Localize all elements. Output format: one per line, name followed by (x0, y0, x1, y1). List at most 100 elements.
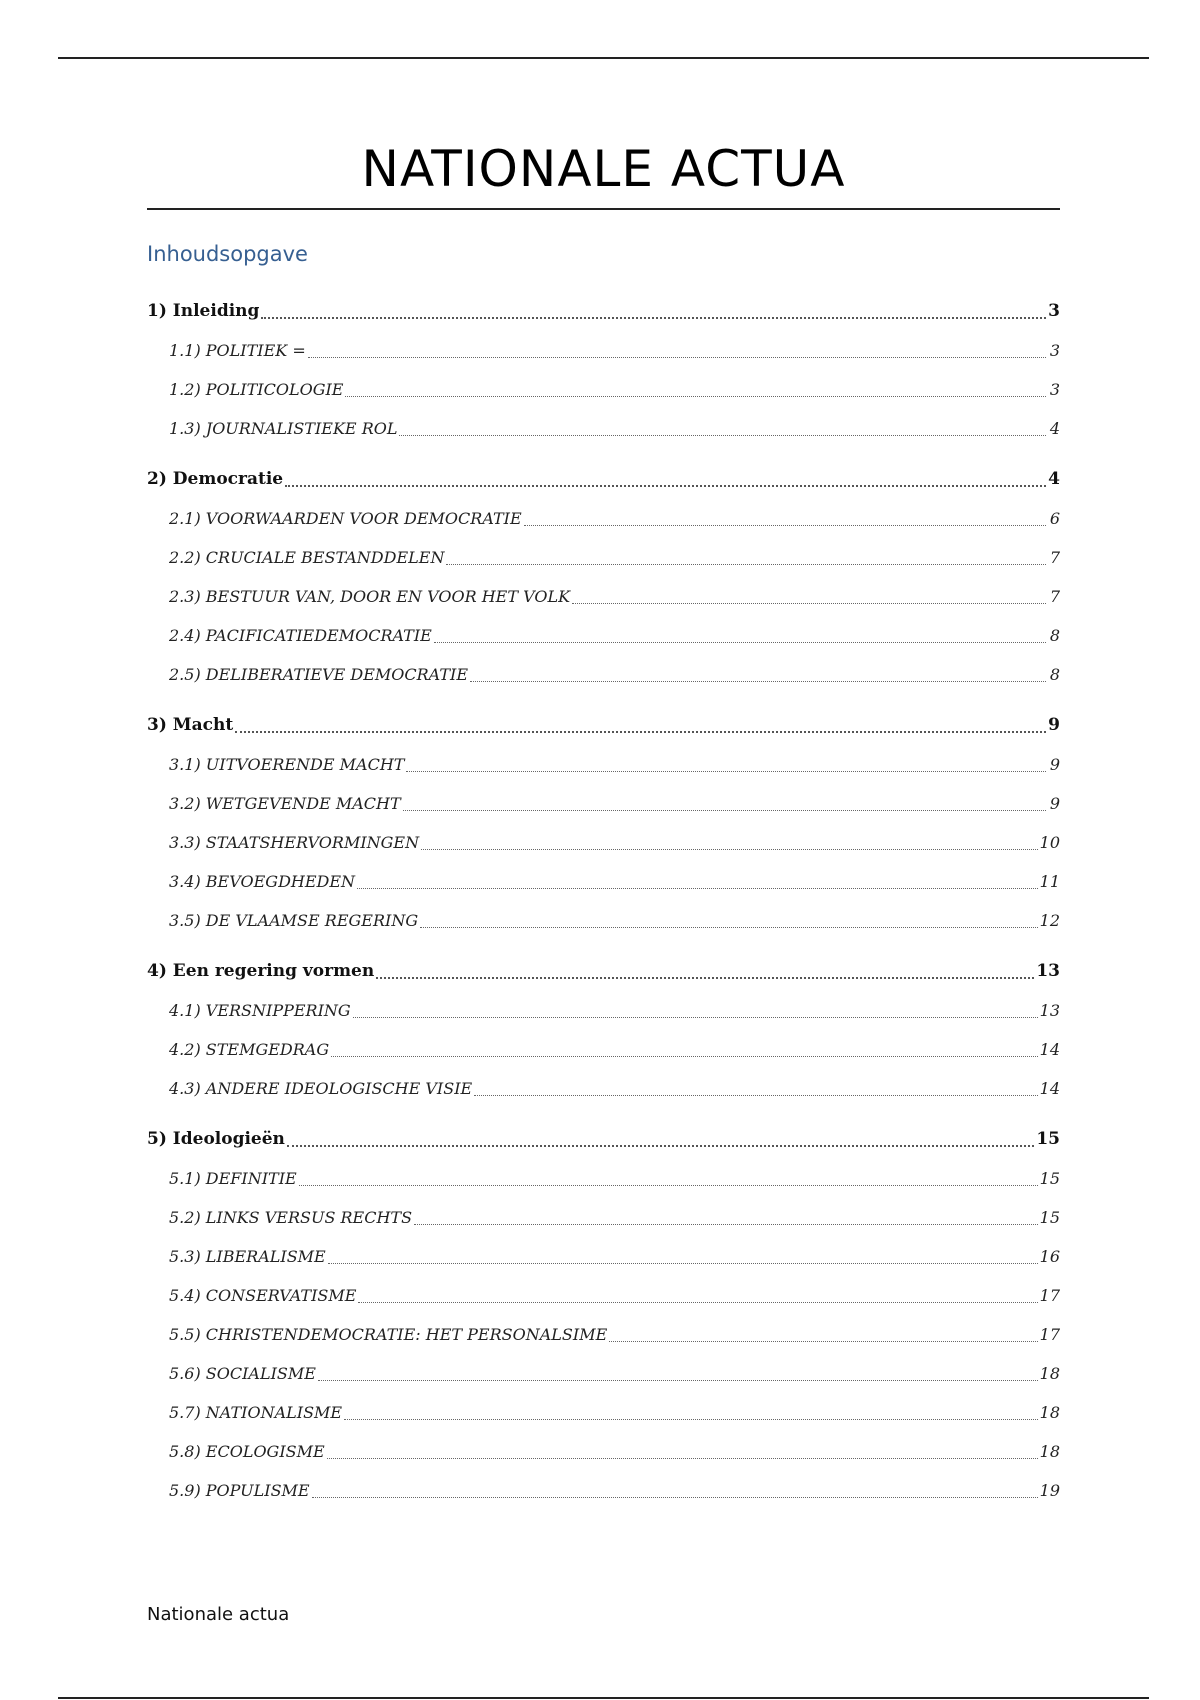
dot-leader (235, 731, 1046, 733)
toc-subsection-entry[interactable]: 2.1) VOORWAARDEN VOOR DEMOCRATIE 6 (147, 499, 1060, 538)
toc-subsection-entry[interactable]: 3.1) UITVOERENDE MACHT 9 (147, 745, 1060, 784)
page-footer: Nationale actua (147, 1604, 290, 1625)
toc-entry-label: 3.4) BEVOEGDHEDEN (169, 872, 356, 891)
dot-leader (298, 1185, 1038, 1186)
toc-page-number: 15 (1036, 1129, 1060, 1149)
title-underline (147, 208, 1060, 210)
dot-leader (609, 1341, 1038, 1342)
toc-section-entry[interactable]: 3) Macht 9 (147, 706, 1060, 745)
dot-leader (446, 564, 1046, 565)
dot-leader (399, 435, 1046, 436)
toc-page-number: 14 (1039, 1040, 1060, 1059)
toc-entry-label: 1.1) POLITIEK = (169, 341, 306, 360)
dot-leader (285, 485, 1046, 487)
toc-page-number: 4 (1048, 469, 1060, 489)
toc-entry-label: 5.1) DEFINITIE (169, 1169, 297, 1188)
toc-subsection-entry[interactable]: 5.3) LIBERALISME 16 (147, 1237, 1060, 1276)
toc-page-number: 16 (1039, 1247, 1060, 1266)
toc-page-number: 6 (1049, 509, 1060, 528)
toc-section-entry[interactable]: 5) Ideologieën 15 (147, 1120, 1060, 1159)
toc-entry-label: 2.1) VOORWAARDEN VOOR DEMOCRATIE (169, 509, 522, 528)
toc-subsection-entry[interactable]: 5.2) LINKS VERSUS RECHTS 15 (147, 1198, 1060, 1237)
toc-subsection-entry[interactable]: 4.2) STEMGEDRAG 14 (147, 1030, 1060, 1069)
dot-leader (420, 927, 1038, 928)
toc-subsection-entry[interactable]: 1.1) POLITIEK = 3 (147, 331, 1060, 370)
toc-subsection-entry[interactable]: 1.2) POLITICOLOGIE 3 (147, 370, 1060, 409)
toc-page-number: 8 (1049, 626, 1060, 645)
toc-subsection-entry[interactable]: 2.4) PACIFICATIEDEMOCRATIE 8 (147, 616, 1060, 655)
toc-entry-label: 1.3) JOURNALISTIEKE ROL (169, 419, 398, 438)
toc-subsection-entry[interactable]: 5.4) CONSERVATISME 17 (147, 1276, 1060, 1315)
toc-entry-label: 5.9) POPULISME (169, 1481, 310, 1500)
toc-entry-label: 5.6) SOCIALISME (169, 1364, 316, 1383)
toc-entry-label: 5.2) LINKS VERSUS RECHTS (169, 1208, 413, 1227)
toc-subsection-entry[interactable]: 5.7) NATIONALISME 18 (147, 1393, 1060, 1432)
toc-section-entry[interactable]: 1) Inleiding 3 (147, 292, 1060, 331)
dot-leader (358, 1302, 1038, 1303)
dot-leader (433, 642, 1046, 643)
toc-section-entry[interactable]: 2) Democratie 4 (147, 460, 1060, 499)
footer-rule (58, 1697, 1149, 1699)
toc-page-number: 18 (1039, 1403, 1060, 1422)
dot-leader (376, 977, 1035, 979)
toc-entry-label: 3.3) STAATSHERVORMINGEN (169, 833, 420, 852)
dot-leader (414, 1224, 1038, 1225)
toc-section: 1) Inleiding 3 1.1) POLITIEK = 3 1.2) POLITI… (147, 292, 1060, 448)
toc-subsection-entry[interactable]: 3.2) WETGEVENDE MACHT 9 (147, 784, 1060, 823)
toc-page-number: 8 (1049, 665, 1060, 684)
toc-subsection-entry[interactable]: 2.5) DELIBERATIEVE DEMOCRATIE 8 (147, 655, 1060, 694)
toc-entry-label: 2.4) PACIFICATIEDEMOCRATIE (169, 626, 432, 645)
toc-subsection-entry[interactable]: 4.1) VERSNIPPERING 13 (147, 991, 1060, 1030)
toc-page-number: 18 (1039, 1442, 1060, 1461)
toc-entry-label: 5.3) LIBERALISME (169, 1247, 326, 1266)
toc-entry-label: 2.3) BESTUUR VAN, DOOR EN VOOR HET VOLK (169, 587, 571, 606)
toc-entry-label: 5) Ideologieën (147, 1129, 285, 1149)
toc-page-number: 14 (1039, 1079, 1060, 1098)
toc-section: 4) Een regering vormen 13 4.1) VERSNIPPERI… (147, 952, 1060, 1108)
toc-subsection-entry[interactable]: 2.3) BESTUUR VAN, DOOR EN VOOR HET VOLK 7 (147, 577, 1060, 616)
toc-subsection-entry[interactable]: 5.9) POPULISME 19 (147, 1471, 1060, 1510)
dot-leader (286, 1145, 1035, 1147)
toc-subsection-entry[interactable]: 4.3) ANDERE IDEOLOGISCHE VISIE 14 (147, 1069, 1060, 1108)
dot-leader (345, 396, 1046, 397)
toc-page-number: 17 (1039, 1286, 1060, 1305)
toc-entry-label: 4.3) ANDERE IDEOLOGISCHE VISIE (169, 1079, 473, 1098)
toc-subsection-entry[interactable]: 2.2) CRUCIALE BESTANDDELEN 7 (147, 538, 1060, 577)
toc-entry-label: 4.1) VERSNIPPERING (169, 1001, 351, 1020)
toc-entry-label: 2.5) DELIBERATIEVE DEMOCRATIE (169, 665, 469, 684)
toc-entry-label: 3) Macht (147, 715, 234, 735)
toc-subsection-entry[interactable]: 3.3) STAATSHERVORMINGEN 10 (147, 823, 1060, 862)
toc-subsection-entry[interactable]: 1.3) JOURNALISTIEKE ROL 4 (147, 409, 1060, 448)
header-rule (58, 57, 1149, 59)
toc-page-number: 9 (1049, 755, 1060, 774)
toc-entry-label: 5.5) CHRISTENDEMOCRATIE: HET PERSONALSIM… (169, 1325, 608, 1344)
dot-leader (261, 317, 1046, 319)
toc-page-number: 10 (1039, 833, 1060, 852)
toc-page-number: 11 (1039, 872, 1060, 891)
toc-entry-label: 2) Democratie (147, 469, 284, 489)
table-of-contents: 1) Inleiding 3 1.1) POLITIEK = 3 1.2) POLITI… (147, 292, 1060, 1522)
toc-entry-label: 1) Inleiding (147, 301, 260, 321)
toc-subsection-entry[interactable]: 3.4) BEVOEGDHEDEN 11 (147, 862, 1060, 901)
toc-page-number: 7 (1049, 587, 1060, 606)
dot-leader (307, 357, 1046, 358)
toc-subsection-entry[interactable]: 3.5) DE VLAAMSE REGERING 12 (147, 901, 1060, 940)
dot-leader (327, 1263, 1038, 1264)
toc-page-number: 3 (1049, 380, 1060, 399)
toc-entry-label: 3.1) UITVOERENDE MACHT (169, 755, 405, 774)
dot-leader (352, 1017, 1038, 1018)
toc-subsection-entry[interactable]: 5.8) ECOLOGISME 18 (147, 1432, 1060, 1471)
dot-leader (311, 1497, 1038, 1498)
toc-page-number: 12 (1039, 911, 1060, 930)
dot-leader (317, 1380, 1038, 1381)
toc-entry-label: 5.4) CONSERVATISME (169, 1286, 357, 1305)
dot-leader (572, 603, 1046, 604)
toc-entry-label: 3.2) WETGEVENDE MACHT (169, 794, 401, 813)
toc-section-entry[interactable]: 4) Een regering vormen 13 (147, 952, 1060, 991)
toc-subsection-entry[interactable]: 5.5) CHRISTENDEMOCRATIE: HET PERSONALSIM… (147, 1315, 1060, 1354)
toc-page-number: 7 (1049, 548, 1060, 567)
dot-leader (523, 525, 1046, 526)
toc-page-number: 15 (1039, 1208, 1060, 1227)
toc-subsection-entry[interactable]: 5.1) DEFINITIE 15 (147, 1159, 1060, 1198)
toc-subsection-entry[interactable]: 5.6) SOCIALISME 18 (147, 1354, 1060, 1393)
